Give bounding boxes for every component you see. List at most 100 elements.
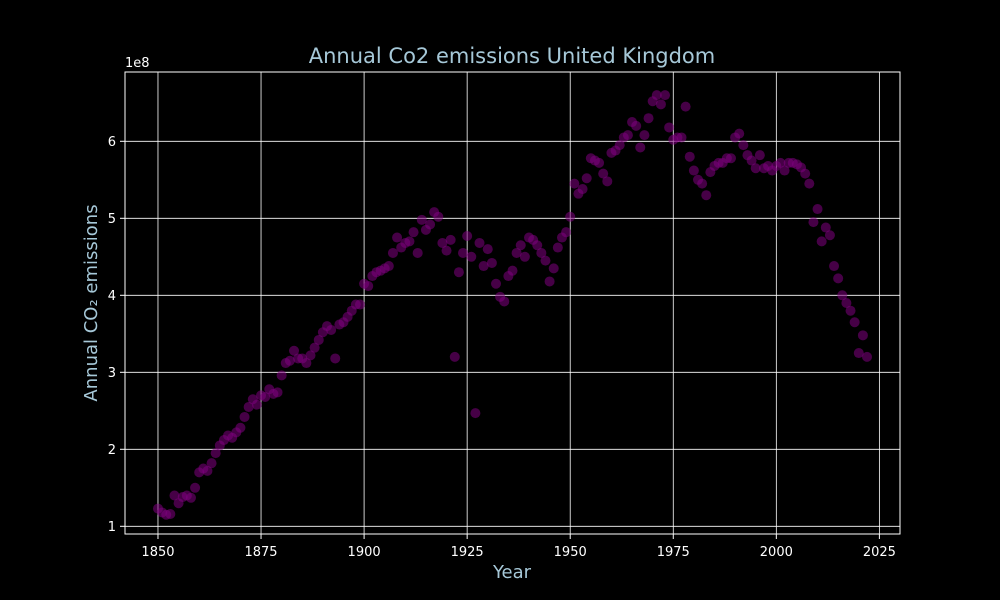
data-point	[202, 465, 213, 476]
data-point	[804, 178, 815, 189]
data-point	[239, 411, 250, 422]
data-point	[363, 281, 374, 292]
data-point	[354, 299, 365, 310]
y-offset-label: 1e8	[125, 56, 150, 71]
data-point	[482, 244, 493, 255]
data-point	[392, 232, 403, 243]
data-point	[544, 276, 555, 287]
data-point	[808, 217, 819, 228]
data-point	[738, 140, 749, 151]
data-point	[519, 251, 530, 262]
data-point	[655, 99, 666, 110]
x-tick-label: 2025	[863, 545, 896, 560]
data-point	[622, 130, 633, 141]
data-point	[486, 257, 497, 268]
data-point	[309, 342, 320, 353]
data-point	[445, 234, 456, 245]
data-point	[635, 142, 646, 153]
data-point	[581, 173, 592, 184]
data-point	[561, 227, 572, 238]
data-point	[408, 227, 419, 238]
x-axis-ticks: 1850 1875 1900 1925 1950 1975 2000 2025	[141, 534, 896, 560]
y-tick-label: 2	[108, 443, 116, 458]
data-point	[660, 90, 671, 101]
data-point	[404, 236, 415, 247]
data-point	[235, 422, 246, 433]
data-point	[515, 240, 526, 251]
data-point	[210, 448, 221, 459]
y-axis-label: Annual CO₂ emissions	[81, 204, 102, 401]
data-point	[664, 122, 675, 133]
data-point	[243, 401, 254, 412]
data-point	[820, 222, 831, 233]
data-point	[651, 90, 662, 101]
data-point	[165, 508, 176, 519]
data-point	[251, 399, 262, 410]
data-point	[829, 261, 840, 272]
data-point	[569, 178, 580, 189]
data-point	[812, 204, 823, 215]
x-tick-label: 1950	[554, 545, 587, 560]
data-point	[754, 150, 765, 161]
data-point	[301, 358, 312, 369]
data-point	[688, 165, 699, 176]
data-point	[441, 245, 452, 256]
data-point	[614, 140, 625, 151]
data-point	[260, 391, 271, 402]
y-axis-ticks: 1 2 3 4 5 6	[108, 135, 125, 535]
data-point	[734, 128, 745, 139]
x-tick-label: 1975	[657, 545, 690, 560]
chart-title: Annual Co2 emissions United Kingdom	[309, 44, 715, 68]
data-point	[387, 247, 398, 258]
data-point	[643, 113, 654, 124]
data-point	[462, 231, 473, 242]
data-point	[330, 353, 341, 364]
data-point	[416, 214, 427, 225]
y-tick-label: 4	[108, 289, 116, 304]
data-point	[491, 278, 502, 289]
data-point	[453, 267, 464, 278]
data-point	[684, 151, 695, 162]
x-tick-label: 1925	[451, 545, 484, 560]
data-point	[862, 351, 873, 362]
data-point	[639, 130, 650, 141]
data-point	[433, 211, 444, 222]
data-points	[152, 90, 873, 520]
x-axis-label: Year	[492, 562, 532, 583]
data-point	[725, 153, 736, 164]
data-point	[412, 247, 423, 258]
data-point	[466, 251, 477, 262]
data-point	[425, 219, 436, 230]
data-point	[511, 247, 522, 258]
data-point	[816, 236, 827, 247]
data-point	[272, 387, 283, 398]
data-point	[478, 261, 489, 272]
data-point	[289, 345, 300, 356]
data-point	[849, 317, 860, 328]
x-tick-label: 1850	[141, 545, 174, 560]
data-point	[800, 168, 811, 179]
data-point	[746, 155, 757, 166]
x-tick-label: 1900	[348, 545, 381, 560]
data-point	[305, 350, 316, 361]
y-tick-label: 5	[108, 212, 116, 227]
data-point	[507, 265, 518, 276]
data-point	[697, 178, 708, 189]
data-point	[577, 184, 588, 195]
data-point	[602, 176, 613, 187]
data-point	[383, 261, 394, 272]
data-point	[284, 355, 295, 366]
data-point	[833, 273, 844, 284]
data-point	[594, 157, 605, 168]
data-point	[540, 255, 551, 266]
data-point	[313, 334, 324, 345]
data-point	[631, 120, 642, 131]
data-point	[326, 324, 337, 335]
data-point	[449, 351, 460, 362]
data-point	[701, 190, 712, 201]
y-tick-label: 1	[108, 520, 116, 535]
data-point	[499, 296, 510, 307]
y-tick-label: 6	[108, 135, 116, 150]
data-point	[206, 458, 217, 469]
